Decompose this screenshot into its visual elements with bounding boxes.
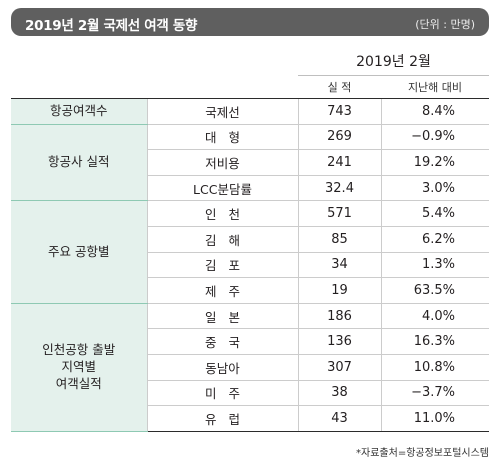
row-label: 동남아 bbox=[146, 354, 298, 381]
row-label: 국제선 bbox=[146, 98, 298, 125]
category-cell: 주요 공항별 bbox=[11, 200, 147, 304]
yoy-value: 8.4% bbox=[380, 98, 489, 125]
yoy-value: 19.2% bbox=[380, 149, 489, 176]
yoy-value: 5.4% bbox=[380, 200, 489, 227]
actual-value: 307 bbox=[297, 354, 381, 381]
yoy-value: 4.0% bbox=[380, 303, 489, 330]
row-label: 중국 bbox=[146, 328, 298, 355]
row-label: 김포 bbox=[146, 252, 298, 279]
yoy-value: −0.9% bbox=[380, 124, 489, 151]
actual-value: 34 bbox=[297, 252, 381, 279]
yoy-value: 16.3% bbox=[380, 328, 489, 355]
table-row: 동남아 307 10.8% bbox=[11, 354, 489, 381]
actual-value: 241 bbox=[297, 149, 381, 176]
table-row: 김포 34 1.3% bbox=[11, 252, 489, 279]
actual-value: 743 bbox=[297, 98, 381, 125]
table-row: 제주 19 63.5% bbox=[11, 277, 489, 304]
row-label: 유럽 bbox=[146, 405, 298, 432]
table-row: LCC분담률 32.4 3.0% bbox=[11, 175, 489, 202]
row-label: 일본 bbox=[146, 303, 298, 330]
row-label: LCC분담률 bbox=[146, 175, 298, 202]
header-yoy: 지난해 대비 bbox=[381, 75, 489, 99]
header-blank-4 bbox=[147, 75, 298, 99]
row-label: 제주 bbox=[146, 277, 298, 304]
yoy-value: 6.2% bbox=[380, 226, 489, 253]
actual-value: 136 bbox=[297, 328, 381, 355]
header-blank-3 bbox=[11, 75, 147, 99]
yoy-value: 3.0% bbox=[380, 175, 489, 202]
actual-value: 32.4 bbox=[297, 175, 381, 202]
source-note: *자료출처=항공정보포털시스템 bbox=[356, 448, 489, 459]
actual-value: 571 bbox=[297, 200, 381, 227]
category-cell: 항공여객수 bbox=[11, 98, 147, 125]
table-row: 항공사 실적 대형 269 −0.9% bbox=[11, 124, 489, 202]
yoy-value: 63.5% bbox=[380, 277, 489, 304]
passenger-stats-table: 2019년 2월 실 적 지난해 대비 항공여객수 국제선 743 8.4% 항공사 실… bbox=[11, 47, 489, 432]
actual-value: 85 bbox=[297, 226, 381, 253]
table-row: 중국 136 16.3% bbox=[11, 328, 489, 355]
table-row: 김해 85 6.2% bbox=[11, 226, 489, 253]
table-row: 인천공항 출발 지역별 여객실적 일본 186 4.0% bbox=[11, 303, 489, 432]
header-blank bbox=[11, 47, 147, 76]
yoy-value: 1.3% bbox=[380, 252, 489, 279]
actual-value: 19 bbox=[297, 277, 381, 304]
actual-value: 43 bbox=[297, 405, 381, 432]
title-bar: 2019년 2월 국제선 여객 동향 (단위 : 만명) bbox=[11, 8, 489, 36]
row-label: 대형 bbox=[146, 124, 298, 151]
actual-value: 269 bbox=[297, 124, 381, 151]
table-row: 유럽 43 11.0% bbox=[11, 405, 489, 432]
row-label: 저비용 bbox=[146, 149, 298, 176]
actual-value: 38 bbox=[297, 380, 381, 407]
header-actual: 실 적 bbox=[298, 75, 381, 99]
row-label: 미주 bbox=[146, 380, 298, 407]
category-cell: 항공사 실적 bbox=[11, 124, 147, 202]
yoy-value: −3.7% bbox=[380, 380, 489, 407]
yoy-value: 10.8% bbox=[380, 354, 489, 381]
table-row: 미주 38 −3.7% bbox=[11, 380, 489, 407]
yoy-value: 11.0% bbox=[380, 405, 489, 432]
header-blank-2 bbox=[147, 47, 298, 76]
table-row: 항공여객수 국제선 743 8.4% bbox=[11, 98, 489, 125]
header-period: 2019년 2월 bbox=[298, 47, 489, 76]
row-label: 김해 bbox=[146, 226, 298, 253]
row-label: 인천 bbox=[146, 200, 298, 227]
category-cell: 인천공항 출발 지역별 여객실적 bbox=[11, 303, 147, 432]
unit-label: (단위 : 만명) bbox=[415, 18, 475, 31]
table-title: 2019년 2월 국제선 여객 동향 bbox=[25, 18, 198, 34]
table-row: 저비용 241 19.2% bbox=[11, 149, 489, 176]
table-row: 주요 공항별 인천 571 5.4% bbox=[11, 200, 489, 304]
actual-value: 186 bbox=[297, 303, 381, 330]
